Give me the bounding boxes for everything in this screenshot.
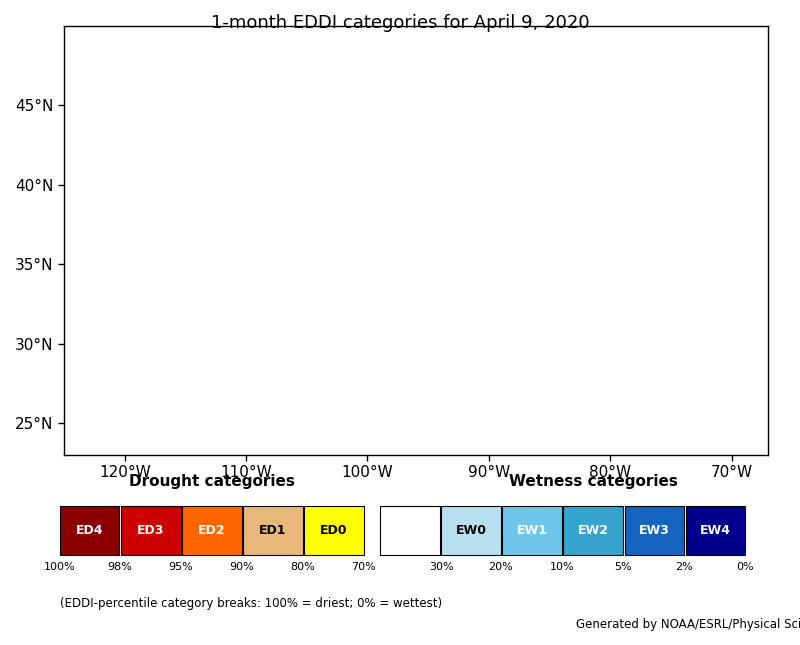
Text: Wetness categories: Wetness categories: [509, 474, 678, 489]
Text: EW4: EW4: [700, 524, 731, 537]
Text: 30%: 30%: [429, 562, 454, 573]
Text: 2%: 2%: [675, 562, 693, 573]
Text: EW2: EW2: [578, 524, 609, 537]
Text: ED3: ED3: [137, 524, 165, 537]
Text: 95%: 95%: [168, 562, 193, 573]
Text: ED2: ED2: [198, 524, 226, 537]
Text: ED0: ED0: [320, 524, 348, 537]
Text: ED1: ED1: [259, 524, 286, 537]
Text: Drought categories: Drought categories: [129, 474, 295, 489]
Text: 0%: 0%: [736, 562, 754, 573]
Text: 20%: 20%: [489, 562, 513, 573]
Text: 80%: 80%: [290, 562, 315, 573]
Text: EW3: EW3: [639, 524, 670, 537]
Text: 98%: 98%: [107, 562, 132, 573]
Text: EW0: EW0: [455, 524, 486, 537]
Text: 1-month EDDI categories for April 9, 2020: 1-month EDDI categories for April 9, 202…: [210, 14, 590, 32]
Text: 10%: 10%: [550, 562, 574, 573]
Text: 5%: 5%: [614, 562, 632, 573]
Text: EW1: EW1: [517, 524, 548, 537]
Text: ED4: ED4: [76, 524, 103, 537]
Text: 90%: 90%: [230, 562, 254, 573]
Text: 100%: 100%: [44, 562, 76, 573]
Text: (EDDI-percentile category breaks: 100% = driest; 0% = wettest): (EDDI-percentile category breaks: 100% =…: [60, 597, 442, 610]
Text: Generated by NOAA/ESRL/Physical Sciences Division: Generated by NOAA/ESRL/Physical Sciences…: [576, 618, 800, 631]
Text: 70%: 70%: [351, 562, 376, 573]
